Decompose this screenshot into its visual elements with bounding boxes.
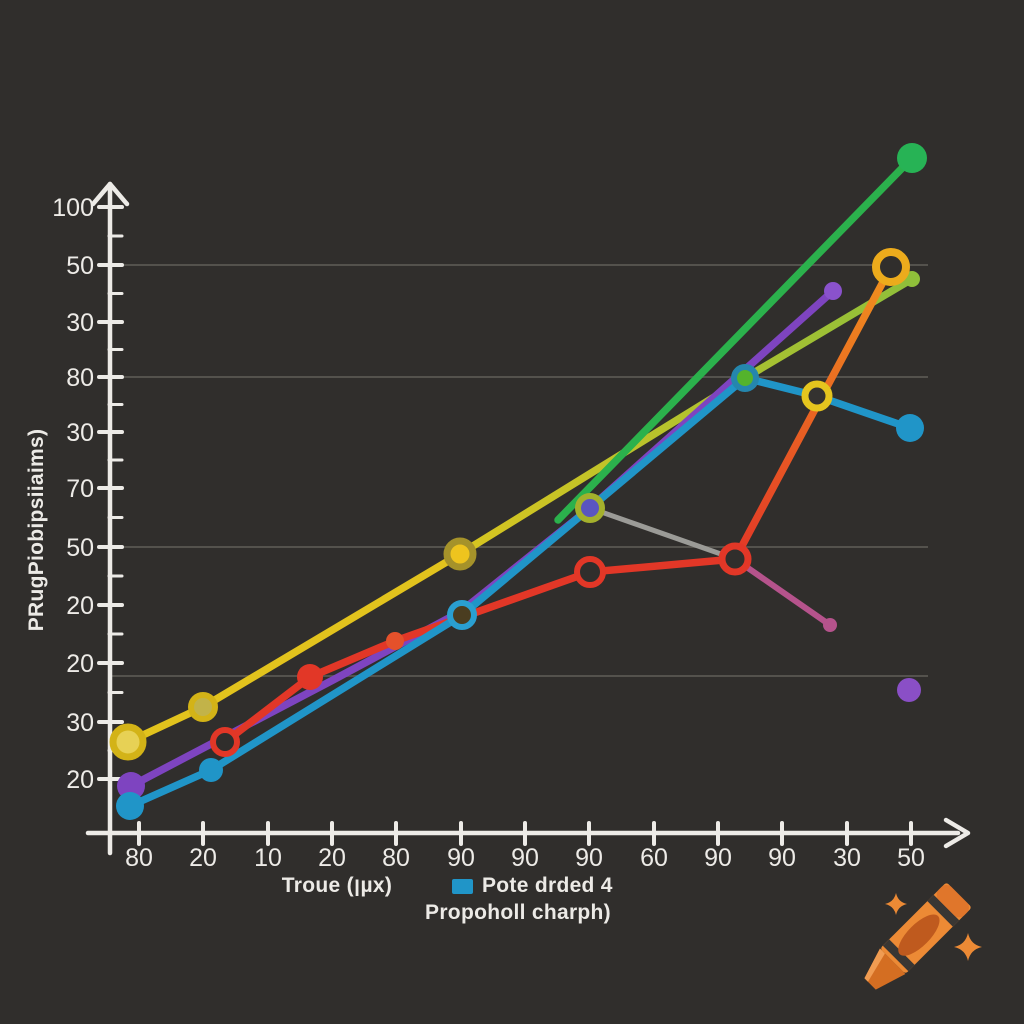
sparkle-small-icon <box>885 893 907 915</box>
magenta-line-marker <box>823 618 837 632</box>
purple-line-marker <box>117 772 145 800</box>
x-tick-label: 30 <box>833 844 861 872</box>
crayon-logo-icon <box>864 883 982 990</box>
red-orange-line <box>731 263 895 563</box>
red-orange-line-marker <box>210 727 240 757</box>
markers <box>109 143 927 820</box>
y-tick-label: 20 <box>66 650 94 678</box>
red-orange-line-marker <box>297 664 323 690</box>
x-axis-arrow-icon <box>943 817 971 849</box>
red-orange-line-marker <box>386 632 404 650</box>
red-orange-line-marker <box>801 380 833 412</box>
red-orange-line-marker <box>872 248 910 286</box>
y-tick-label: 20 <box>66 766 94 794</box>
y-tick-label: 30 <box>66 309 94 337</box>
lone-purple-dot <box>897 678 921 702</box>
x-axis-title: Troue (ןµx) <box>281 874 393 897</box>
legend: Pote drded 4 <box>452 872 613 900</box>
x-tick-label: 90 <box>447 844 475 872</box>
y-tick-label: 100 <box>52 194 94 222</box>
x-tick-label: 60 <box>640 844 668 872</box>
yellow-line-marker <box>443 537 477 571</box>
y-tick-label: 50 <box>66 534 94 562</box>
crayon-body-group <box>864 883 971 990</box>
teal-line-marker <box>575 493 605 523</box>
yellow-line-marker <box>109 723 147 761</box>
purple-line-marker <box>824 282 842 300</box>
y-axis-title: PRugPiobipsiiaims) <box>25 428 48 632</box>
y-tick-label: 30 <box>66 709 94 737</box>
teal-line-marker <box>896 414 924 442</box>
y-tick-label: 50 <box>66 252 94 280</box>
tick-labels: 80 20 10 20 80 90 90 90 60 90 90 30 50 100 50 30 80 30 70 5… <box>52 194 925 872</box>
x-tick-label: 20 <box>189 844 217 872</box>
y-tick-label: 70 <box>66 475 94 503</box>
x-tick-label: 20 <box>318 844 346 872</box>
x-tick-label: 90 <box>768 844 796 872</box>
y-axis-arrow-icon <box>90 181 130 207</box>
gray-line <box>587 505 738 562</box>
red-orange-line-marker <box>574 556 606 588</box>
gridlines <box>112 264 928 677</box>
y-tick-label: 20 <box>66 592 94 620</box>
legend-label: Pote drded 4 <box>482 874 613 897</box>
red-orange-line-marker <box>718 542 752 576</box>
x-tick-label: 80 <box>125 844 153 872</box>
x-tick-label: 90 <box>511 844 539 872</box>
legend-sublabel: Propoholl charph) <box>425 901 611 924</box>
x-tick-label: 50 <box>897 844 925 872</box>
teal-line-marker <box>116 792 144 820</box>
x-tick-label: 80 <box>382 844 410 872</box>
yellow-line-marker <box>188 692 218 722</box>
teal-line-marker <box>731 364 759 392</box>
legend-swatch-icon <box>452 878 473 894</box>
green-line <box>554 154 916 524</box>
series <box>124 154 916 810</box>
magenta-line <box>732 556 833 628</box>
sparkle-large-icon <box>954 933 982 961</box>
x-tick-label: 90 <box>704 844 732 872</box>
x-tick-label: 10 <box>254 844 282 872</box>
teal-line-marker <box>199 758 223 782</box>
x-tick-label: 90 <box>575 844 603 872</box>
teal-line-marker <box>447 600 477 630</box>
teal-line <box>126 374 914 810</box>
ticks <box>97 205 913 846</box>
yellow-line <box>456 275 916 558</box>
y-tick-label: 80 <box>66 364 94 392</box>
green-line-marker <box>897 143 927 173</box>
y-tick-label: 30 <box>66 419 94 447</box>
